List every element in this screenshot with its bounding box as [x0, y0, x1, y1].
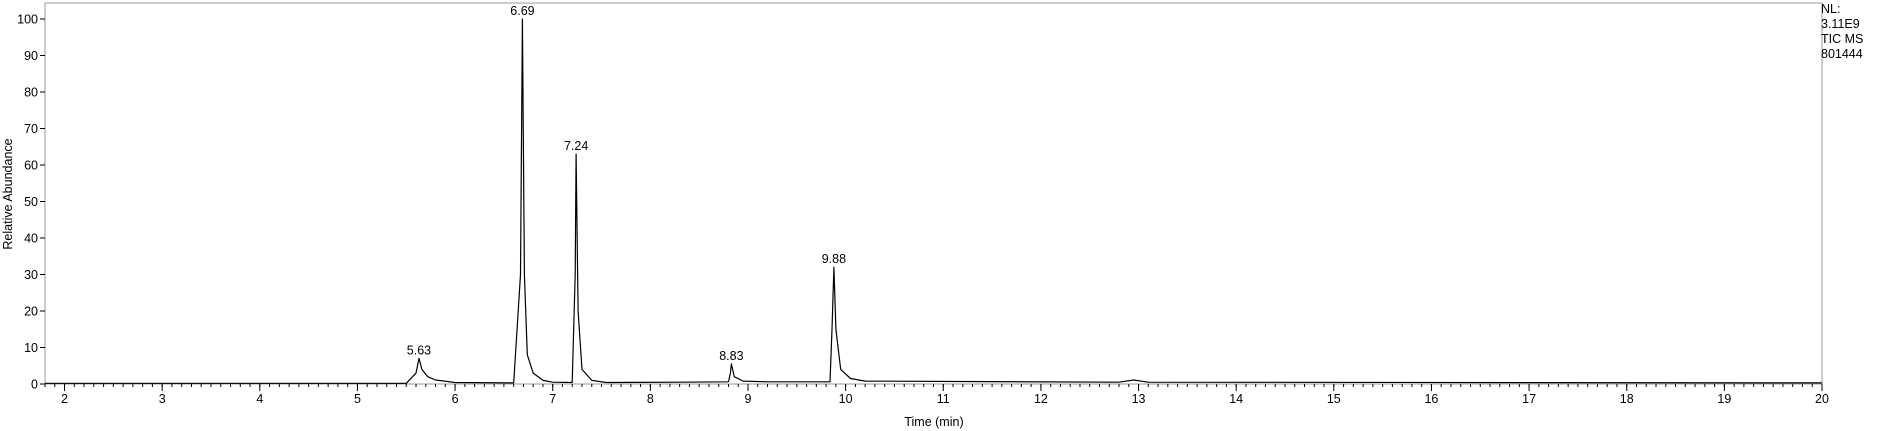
x-tick-label: 2	[61, 392, 68, 406]
x-tick-label: 17	[1522, 392, 1536, 406]
y-tick-label: 0	[31, 378, 38, 392]
nl-value: 3.11E9	[1821, 17, 1860, 31]
trace-type: TIC MS	[1821, 32, 1864, 46]
x-tick-label: 19	[1717, 392, 1731, 406]
y-tick-label: 90	[24, 49, 38, 63]
y-axis-label: Relative Abundance	[1, 138, 15, 249]
x-tick-label: 11	[937, 392, 950, 406]
x-tick-label: 4	[256, 392, 263, 406]
peak-label: 5.63	[407, 343, 431, 357]
x-tick-label: 15	[1327, 392, 1341, 406]
plot-frame	[44, 2, 1823, 385]
peak-label: 9.88	[822, 252, 846, 266]
y-tick-label: 70	[24, 122, 38, 136]
x-tick-label: 10	[839, 392, 853, 406]
x-tick-label: 12	[1034, 392, 1048, 406]
x-tick-label: 6	[452, 392, 459, 406]
peak-label: 6.69	[510, 4, 534, 18]
normalization-info: NL: 3.11E9 TIC MS 801444	[1821, 2, 1863, 62]
peak-labels: 5.63 6.69 7.24 8.83 9.88	[407, 4, 846, 363]
y-tick-label: 50	[24, 195, 38, 209]
x-tick-label: 8	[647, 392, 654, 406]
peak-label: 8.83	[719, 349, 743, 363]
x-tick-label: 14	[1229, 392, 1243, 406]
x-tick-label: 7	[549, 392, 556, 406]
x-tick-label: 13	[1132, 392, 1146, 406]
y-tick-label: 60	[24, 159, 38, 173]
x-tick-label: 16	[1424, 392, 1438, 406]
y-tick-label: 100	[17, 13, 38, 27]
x-tick-label: 20	[1815, 392, 1829, 406]
y-tick-label: 80	[24, 86, 38, 100]
series-line	[45, 18, 1823, 384]
chromatogram-trace	[45, 18, 1823, 384]
y-tick-label: 30	[24, 268, 38, 282]
x-tick-label: 18	[1620, 392, 1634, 406]
x-axis-label: Time (min)	[904, 415, 963, 429]
y-tick-label: 10	[24, 341, 38, 355]
file-name: 801444	[1821, 47, 1863, 61]
x-tick-label: 3	[159, 392, 166, 406]
nl-label: NL:	[1821, 2, 1841, 16]
peak-label: 7.24	[564, 139, 588, 153]
y-tick-label: 20	[24, 305, 38, 319]
y-tick-label: 40	[24, 232, 38, 246]
x-tick-label: 9	[745, 392, 752, 406]
x-tick-label: 5	[354, 392, 361, 406]
y-axis: 0 10 20 30 40 50 60 70 80 90 100	[17, 13, 45, 392]
x-axis: 2 3 4 5 6 7 8 9 10 11 12 13 14 15 16 17 18 19 20	[44, 384, 1829, 406]
